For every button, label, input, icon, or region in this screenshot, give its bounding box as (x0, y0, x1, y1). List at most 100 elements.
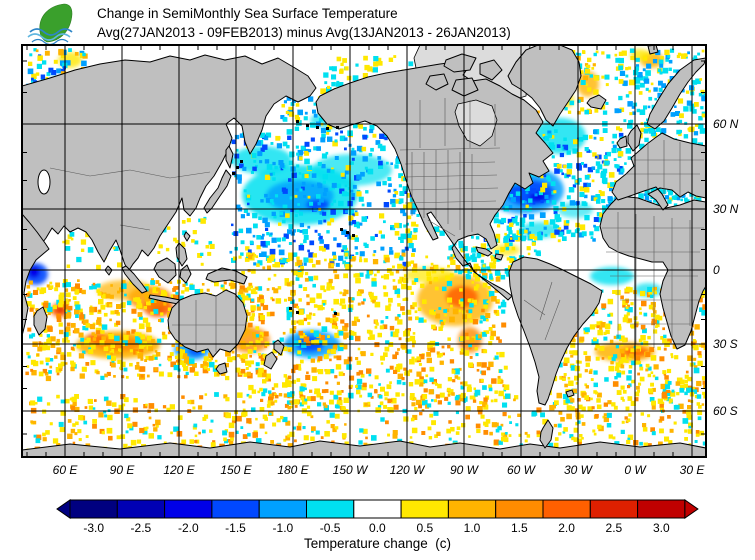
anomaly-speckle (355, 385, 358, 388)
anomaly-speckle (494, 422, 499, 427)
anomaly-speckle (650, 427, 655, 432)
anomaly-speckle (563, 164, 567, 169)
anomaly-speckle (99, 340, 105, 346)
anomaly-speckle (629, 112, 633, 116)
anomaly-speckle (116, 351, 120, 355)
anomaly-speckle (628, 91, 632, 95)
anomaly-speckle (446, 297, 453, 303)
anomaly-speckle (132, 421, 138, 427)
anomaly-speckle (42, 302, 49, 308)
anomaly-speckle (650, 371, 654, 374)
anomaly-speckle (289, 152, 294, 158)
anomaly-speckle (243, 189, 247, 193)
anomaly-speckle (292, 326, 297, 330)
anomaly-speckle (26, 301, 32, 307)
anomaly-speckle (29, 307, 34, 312)
anomaly-speckle (553, 224, 558, 229)
anomaly-speckle (546, 200, 550, 204)
anomaly-speckle (247, 286, 252, 291)
anomaly-speckle (696, 197, 702, 203)
anomaly-speckle (109, 294, 114, 299)
anomaly-speckle (256, 235, 261, 240)
anomaly-speckle (474, 393, 478, 397)
anomaly-speckle (513, 235, 518, 240)
anomaly-speckle (96, 370, 100, 375)
anomaly-speckle (403, 274, 407, 277)
anomaly-speckle (26, 365, 30, 368)
anomaly-speckle (279, 337, 284, 342)
anomaly-speckle (369, 292, 374, 298)
anomaly-speckle (158, 283, 161, 286)
anomaly-speckle (193, 423, 198, 428)
anomaly-speckle (348, 221, 353, 226)
anomaly-speckle (260, 337, 263, 341)
anomaly-speckle (316, 194, 321, 199)
anomaly-speckle (638, 193, 644, 199)
anomaly-speckle (208, 241, 213, 245)
anomaly-speckle (282, 331, 286, 335)
anomaly-speckle (449, 273, 454, 277)
anomaly-speckle (349, 264, 353, 268)
anomaly-speckle (355, 252, 359, 255)
anomaly-speckle (674, 355, 679, 360)
anomaly-speckle (475, 353, 479, 357)
anomaly-speckle (333, 298, 339, 305)
anomaly-speckle (698, 354, 702, 358)
anomaly-speckle (584, 194, 588, 199)
anomaly-speckle (258, 354, 263, 359)
anomaly-speckle (322, 402, 326, 406)
anomaly-speckle (231, 283, 237, 289)
anomaly-speckle (602, 128, 608, 133)
anomaly-speckle (63, 335, 69, 340)
anomaly-speckle (311, 184, 314, 187)
anomaly-speckle (384, 136, 388, 141)
anomaly-speckle (622, 304, 626, 308)
anomaly-speckle (480, 414, 485, 419)
anomaly-speckle (126, 417, 131, 422)
anomaly-speckle (332, 427, 337, 433)
anomaly-speckle (185, 371, 189, 375)
anomaly-speckle (133, 297, 137, 302)
anomaly-speckle (676, 120, 680, 124)
anomaly-speckle (627, 396, 633, 401)
anomaly-speckle (324, 389, 329, 393)
anomaly-speckle (154, 356, 158, 360)
anomaly-speckle (257, 390, 260, 394)
anomaly-speckle (163, 302, 167, 306)
anomaly-speckle (265, 227, 269, 231)
anomaly-speckle (45, 76, 49, 80)
anomaly-speckle (59, 427, 65, 433)
anomaly-speckle (662, 189, 667, 194)
anomaly-speckle (412, 302, 417, 307)
anomaly-speckle (37, 346, 43, 352)
anomaly-speckle (358, 196, 364, 202)
anomaly-speckle (43, 328, 48, 333)
anomaly-speckle (362, 156, 368, 162)
anomaly-speckle (162, 291, 168, 297)
anomaly-speckle (487, 268, 492, 273)
anomaly-speckle (260, 302, 264, 307)
anomaly-speckle (450, 347, 454, 352)
colorbar-value-label: 1.0 (464, 521, 481, 535)
anomaly-speckle (621, 353, 625, 358)
anomaly-speckle (639, 441, 643, 446)
anomaly-speckle (320, 137, 326, 143)
anomaly-speckle (369, 270, 373, 275)
anomaly-speckle (701, 94, 705, 100)
anomaly-speckle (248, 282, 253, 287)
anomaly-speckle (58, 322, 63, 327)
anomaly-speckle (570, 232, 576, 238)
anomaly-speckle (253, 262, 257, 266)
anomaly-speckle (137, 312, 143, 317)
anomaly-speckle (589, 231, 594, 236)
anomaly-speckle (647, 335, 651, 340)
anomaly-speckle (117, 290, 120, 294)
anomaly-speckle (573, 139, 578, 145)
anomaly-speckle (356, 291, 362, 297)
colorbar-value-label: 3.0 (653, 521, 670, 535)
anomaly-speckle (39, 333, 43, 337)
anomaly-speckle (242, 408, 246, 412)
anomaly-speckle (317, 183, 323, 189)
cuba-landmass (475, 246, 493, 257)
anomaly-speckle (313, 208, 317, 212)
